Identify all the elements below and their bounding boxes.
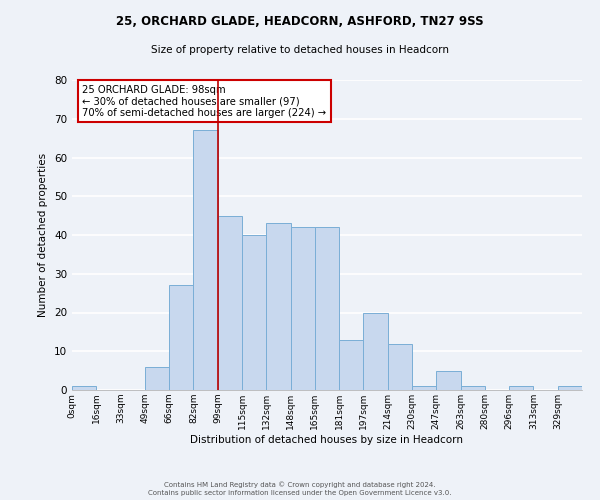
Bar xyxy=(436,370,461,390)
Text: Size of property relative to detached houses in Headcorn: Size of property relative to detached ho… xyxy=(151,45,449,55)
Bar xyxy=(218,216,242,390)
Text: 25, ORCHARD GLADE, HEADCORN, ASHFORD, TN27 9SS: 25, ORCHARD GLADE, HEADCORN, ASHFORD, TN… xyxy=(116,15,484,28)
X-axis label: Distribution of detached houses by size in Headcorn: Distribution of detached houses by size … xyxy=(191,434,464,444)
Bar xyxy=(388,344,412,390)
Bar xyxy=(266,224,290,390)
Text: Contains HM Land Registry data © Crown copyright and database right 2024.: Contains HM Land Registry data © Crown c… xyxy=(164,481,436,488)
Bar xyxy=(242,235,266,390)
Bar xyxy=(364,312,388,390)
Bar xyxy=(509,386,533,390)
Bar xyxy=(145,367,169,390)
Bar xyxy=(290,227,315,390)
Bar xyxy=(193,130,218,390)
Bar xyxy=(339,340,364,390)
Bar xyxy=(72,386,96,390)
Bar xyxy=(412,386,436,390)
Text: 25 ORCHARD GLADE: 98sqm
← 30% of detached houses are smaller (97)
70% of semi-de: 25 ORCHARD GLADE: 98sqm ← 30% of detache… xyxy=(82,84,326,118)
Bar xyxy=(315,227,339,390)
Bar xyxy=(169,286,193,390)
Text: Contains public sector information licensed under the Open Government Licence v3: Contains public sector information licen… xyxy=(148,490,452,496)
Bar xyxy=(461,386,485,390)
Bar xyxy=(558,386,582,390)
Y-axis label: Number of detached properties: Number of detached properties xyxy=(38,153,49,317)
